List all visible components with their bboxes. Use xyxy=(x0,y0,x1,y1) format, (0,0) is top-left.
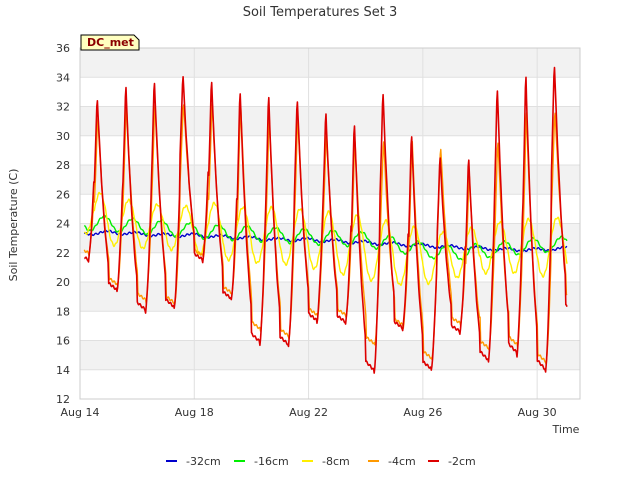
x-tick-label: Aug 26 xyxy=(403,406,442,419)
x-tick-label: Aug 30 xyxy=(518,406,557,419)
y-tick-label: 36 xyxy=(56,42,70,55)
legend-label: -32cm xyxy=(186,455,221,468)
y-tick-label: 12 xyxy=(56,393,70,406)
series-line-minus-32cm xyxy=(83,229,568,253)
station-tag-box xyxy=(80,34,140,51)
legend-label: -8cm xyxy=(322,455,350,468)
y-axis-label: Soil Temperature (C) xyxy=(7,169,20,282)
y-tick-label: 32 xyxy=(56,101,70,114)
plot-border xyxy=(79,47,581,400)
series-lines xyxy=(83,66,568,374)
x-tick-label: Aug 22 xyxy=(289,406,328,419)
x-axis-label: Time xyxy=(552,423,580,436)
background-band xyxy=(80,282,580,312)
background-band xyxy=(80,340,580,370)
legend-label: -2cm xyxy=(448,455,476,468)
y-tick-label: 22 xyxy=(56,247,70,260)
station-tag: DC_met xyxy=(80,34,140,51)
y-tick-label: 24 xyxy=(56,218,70,231)
y-tick-label: 14 xyxy=(56,364,70,377)
legend-label: -16cm xyxy=(254,455,289,468)
legend-item: -32cm xyxy=(166,455,221,468)
y-tick-label: 34 xyxy=(56,71,70,84)
background-band xyxy=(80,369,580,399)
y-tick-label: 16 xyxy=(56,335,70,348)
station-tag-label: DC_met xyxy=(87,36,134,49)
legend-item: -8cm xyxy=(302,455,350,468)
chart-title: Soil Temperatures Set 3 xyxy=(243,5,398,20)
legend-item: -4cm xyxy=(368,455,416,468)
y-tick-label: 28 xyxy=(56,159,70,172)
legend-item: -2cm xyxy=(428,455,476,468)
background-band xyxy=(80,311,580,341)
x-axis-ticks: Aug 14 Aug 18 Aug 22 Aug 26 Aug 30 xyxy=(61,406,557,419)
series-line-minus-16cm xyxy=(83,214,568,261)
series-line-minus-2cm xyxy=(84,66,568,374)
y-axis-ticks: 12 14 16 18 20 22 24 26 28 30 32 34 36 xyxy=(56,42,70,406)
y-tick-label: 20 xyxy=(56,276,70,289)
y-tick-label: 26 xyxy=(56,188,70,201)
y-tick-label: 30 xyxy=(56,130,70,143)
legend-label: -4cm xyxy=(388,455,416,468)
x-tick-label: Aug 14 xyxy=(61,406,100,419)
series-line-minus-8cm xyxy=(83,191,568,286)
legend-item: -16cm xyxy=(234,455,289,468)
background-band xyxy=(80,48,580,78)
background-band xyxy=(80,135,580,165)
y-tick-label: 18 xyxy=(56,305,70,318)
legend: -32cm -16cm -8cm -4cm -2cm xyxy=(166,455,476,468)
x-tick-label: Aug 18 xyxy=(175,406,214,419)
